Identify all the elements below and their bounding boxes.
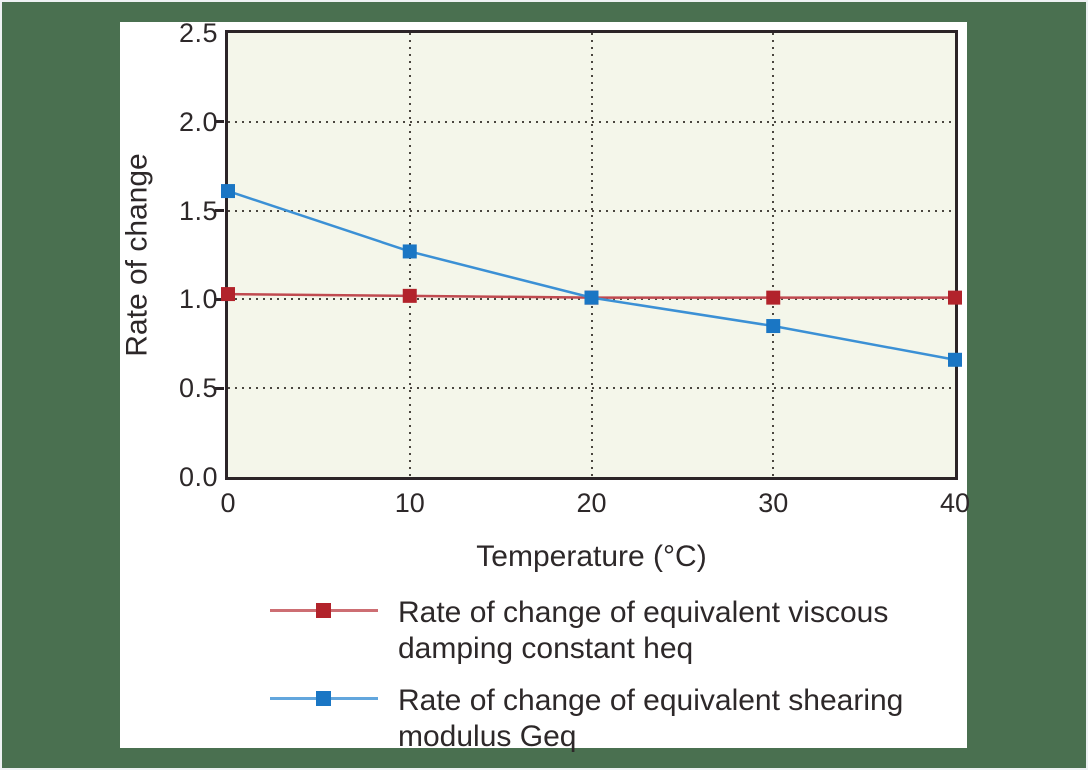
y-tick-mark: [215, 386, 224, 390]
heq-marker: [948, 290, 962, 305]
x-tick-label: 0: [220, 488, 236, 518]
legend-sample-heq: [270, 595, 378, 625]
x-tick-label: 10: [394, 488, 425, 518]
geq-marker: [402, 244, 417, 259]
y-tick-mark: [215, 297, 224, 301]
x-tick-label: 20: [576, 488, 607, 518]
y-tick-label: 2.0: [178, 106, 218, 137]
heq-marker: [402, 288, 417, 303]
heq-marker: [766, 290, 781, 305]
y-tick-label: 1.0: [178, 284, 218, 315]
legend-marker-blue-square: [316, 691, 331, 706]
x-tick-label: 40: [939, 488, 971, 518]
geq-line: [227, 189, 956, 362]
plot-area: [215, 33, 962, 477]
y-tick-mark: [215, 209, 224, 213]
legend-sample-geq: [270, 683, 378, 713]
y-axis-title-text: Rate of change: [121, 153, 155, 357]
geq-marker: [766, 319, 781, 334]
legend-item-geq: Rate of change of equivalent shearing mo…: [270, 683, 928, 755]
geq-marker: [948, 352, 962, 367]
chart-canvas: Rate of change Temperature (°C) Rate of …: [120, 18, 970, 753]
geq-marker: [584, 290, 599, 305]
x-tick-label: 30: [758, 488, 789, 518]
chart-legend: Rate of change of equivalent viscous dam…: [270, 595, 928, 755]
geq-marker: [221, 184, 235, 199]
heq-marker: [221, 287, 235, 302]
y-tick-label: 0.0: [178, 462, 218, 492]
legend-item-heq: Rate of change of equivalent viscous dam…: [270, 595, 928, 667]
y-tick-mark: [215, 120, 224, 124]
y-tick-label: 1.5: [178, 195, 218, 226]
y-tick-label: 2.5: [178, 18, 218, 48]
vertical-gridline: [590, 33, 593, 477]
y-axis-title: Rate of change: [114, 33, 162, 477]
vertical-gridline: [772, 33, 775, 477]
x-axis-title: Temperature (°C): [476, 540, 707, 573]
series-plot-svg: [221, 184, 962, 367]
legend-marker-red-square: [316, 603, 331, 618]
y-tick-label: 0.5: [178, 373, 218, 404]
legend-label-geq: Rate of change of equivalent shearing mo…: [398, 684, 904, 753]
legend-label-heq: Rate of change of equivalent viscous dam…: [398, 596, 889, 665]
